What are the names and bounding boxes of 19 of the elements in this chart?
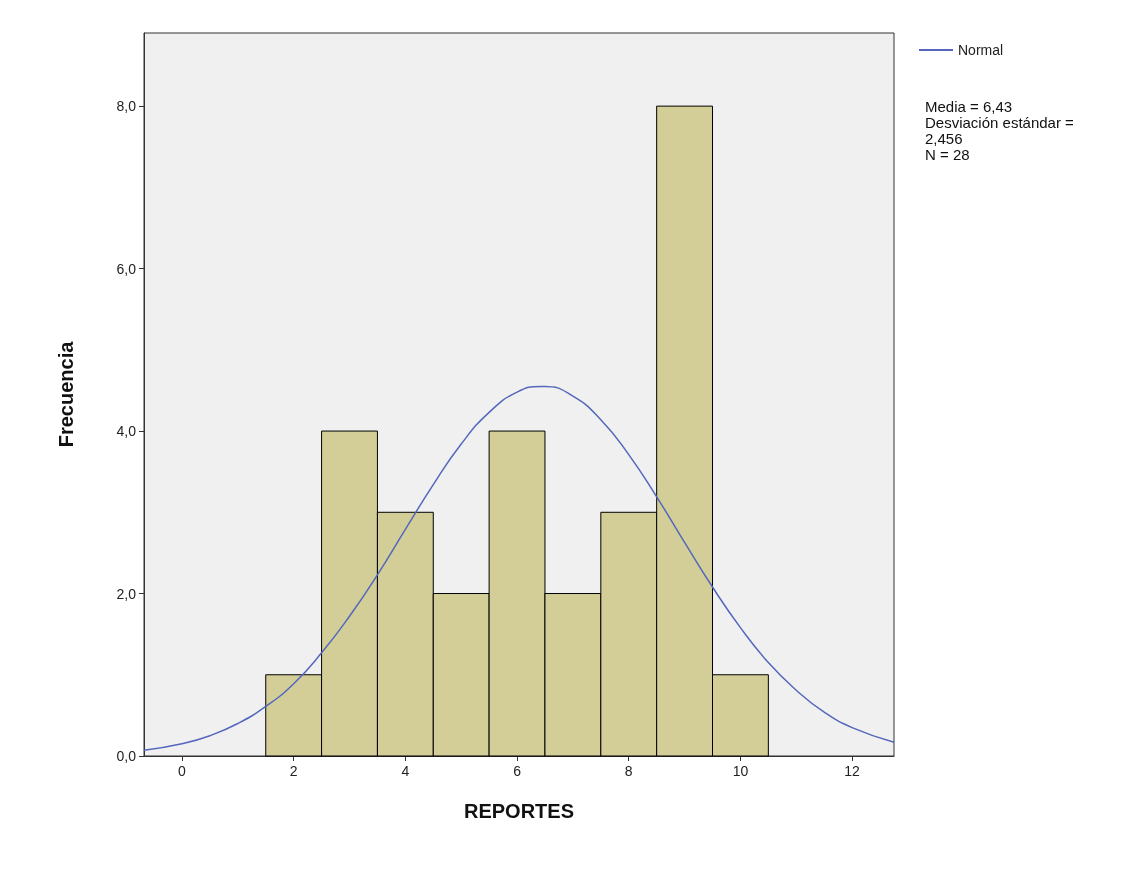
x-tick-label: 10 — [732, 763, 749, 779]
line-series — [143, 385, 895, 752]
y-axis-title: Frecuencia — [55, 340, 77, 448]
x-tick-label: 6 — [513, 763, 522, 779]
y-tick-label: 0,0 — [116, 748, 137, 764]
x-tick-label: 2 — [289, 763, 298, 779]
text: Desviación estándar = 2,456 — [925, 113, 1079, 147]
y-tick-label: 4,0 — [116, 423, 137, 440]
x-tick-label: 12 — [844, 763, 861, 779]
y-tick-label: 6,0 — [116, 260, 137, 277]
legend-label: Normal — [958, 42, 1004, 58]
x-axis-title: REPORTES — [463, 800, 575, 822]
x-tick-label: 4 — [401, 763, 410, 779]
text: Media = 6,43 — [925, 97, 1013, 115]
y-tick-label: 2,0 — [116, 585, 137, 602]
x-tick-label: 8 — [624, 763, 633, 779]
x-tick-label: 0 — [178, 763, 187, 779]
text: N = 28 — [925, 145, 970, 163]
y-tick-label: 8,0 — [116, 98, 137, 115]
